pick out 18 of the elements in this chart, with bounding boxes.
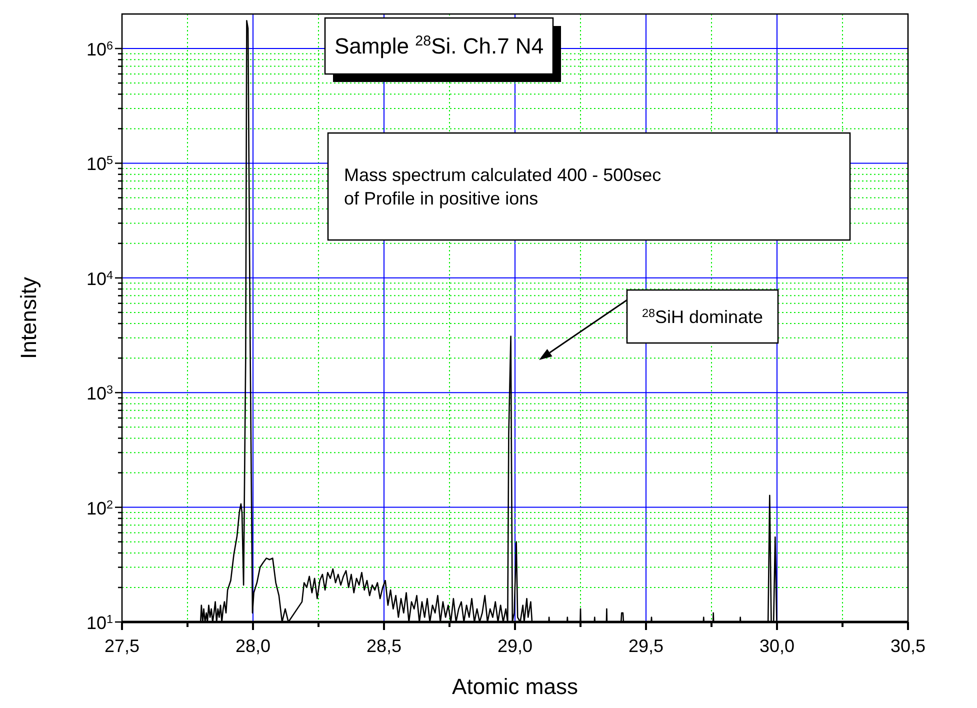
- x-tick-label: 29,0: [497, 636, 533, 656]
- y-tick-label: 10$^{5}$: [86, 154, 114, 174]
- annotation: Mass spectrum calculated 400 - 500sec of Profile in positive ions: [344, 165, 662, 208]
- y-tick-label: 10$^{1}$: [86, 612, 113, 633]
- x-tick-label: 30,5: [890, 636, 926, 656]
- x-axis-title: Atomic mass: [452, 674, 578, 699]
- annotation: $^{28}$SiH dominate: [642, 306, 764, 327]
- y-tick-label: 10$^{6}$: [86, 39, 113, 60]
- x-tick-label: 29,5: [628, 636, 664, 656]
- x-tick-label: 28,5: [366, 636, 402, 656]
- y-tick-label: 10$^{3}$: [86, 383, 113, 404]
- y-tick-label: 10$^{2}$: [86, 498, 113, 518]
- x-tick-label: 28,0: [235, 636, 271, 656]
- x-tick-label: 27,5: [104, 636, 140, 656]
- x-tick-label: 30,0: [759, 636, 795, 656]
- y-axis-title: Intensity: [16, 277, 41, 359]
- annotation: Sample $^{28}$Si. Ch.7 N4: [334, 34, 544, 59]
- y-tick-label: 10$^{4}$: [86, 268, 114, 289]
